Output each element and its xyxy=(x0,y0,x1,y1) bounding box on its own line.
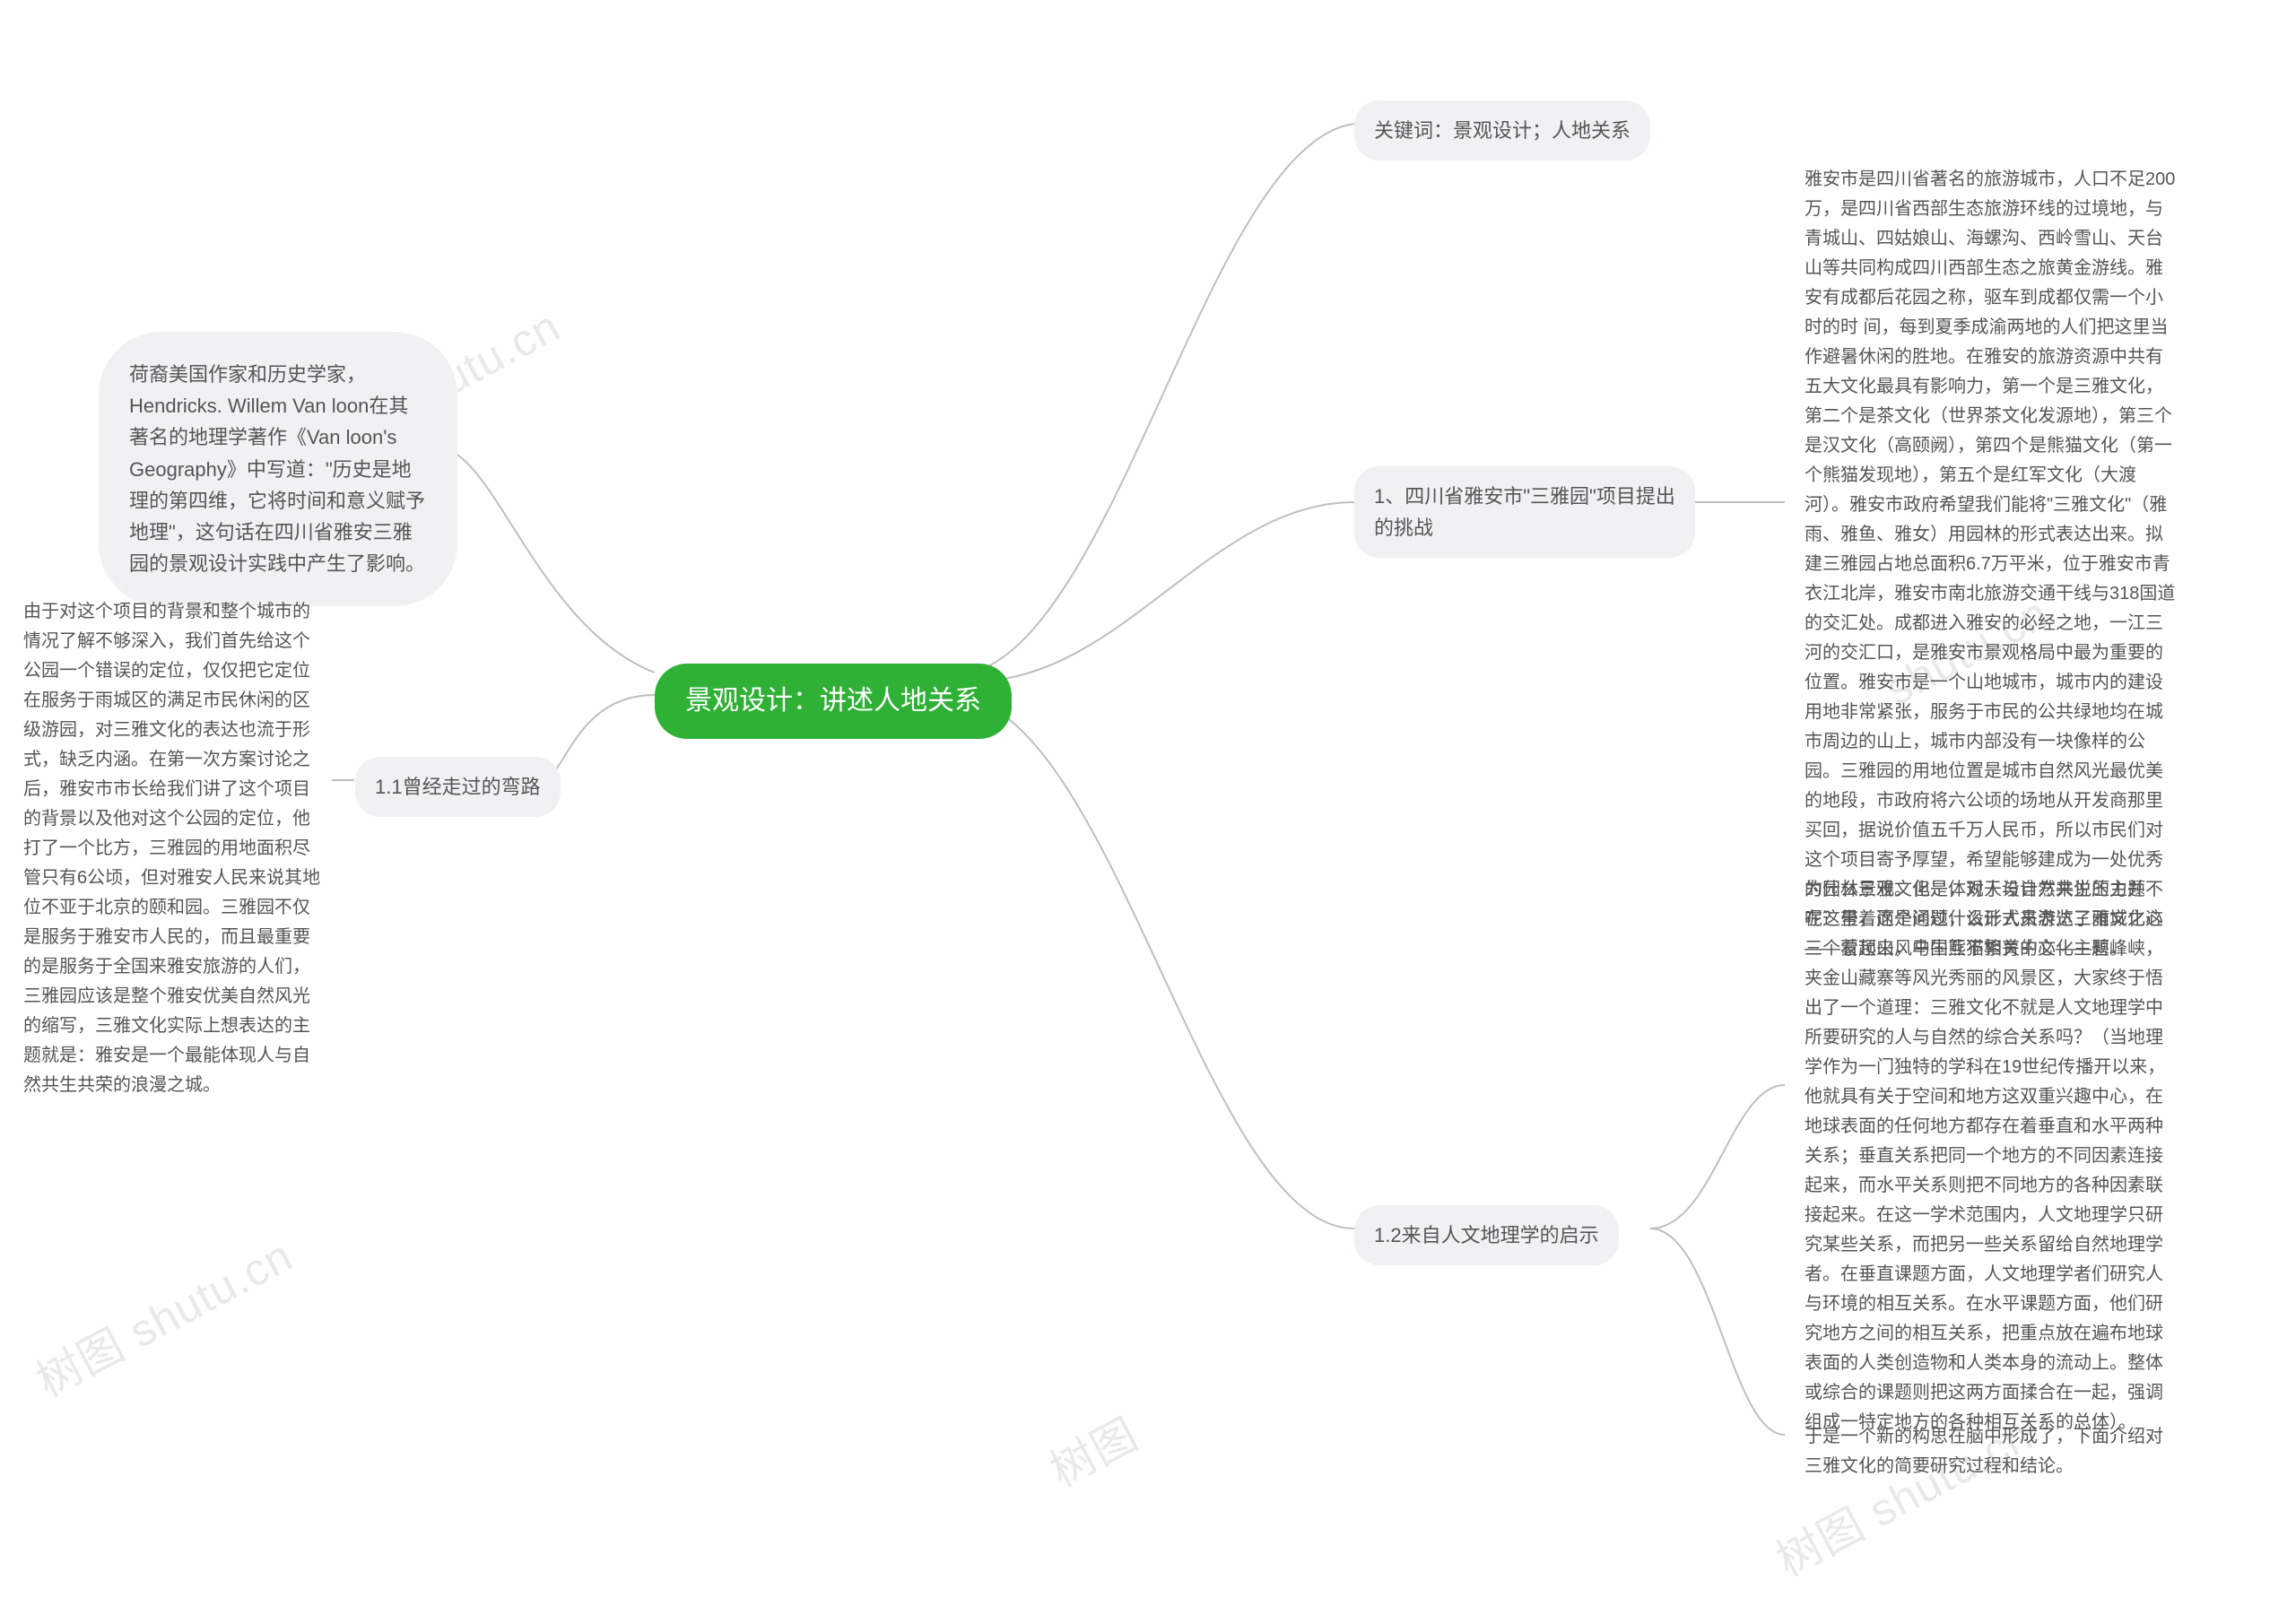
node-geography-text-1: 为什么三雅文化是体现人与自然共生的主题呢？带着这个问题，设计人员游览了雨城之心—… xyxy=(1785,861,2197,1452)
node-keywords[interactable]: 关键词：景观设计；人地关系 xyxy=(1354,100,1650,161)
node-geography[interactable]: 1.2来自人文地理学的启示 xyxy=(1354,1205,1619,1265)
node-detour[interactable]: 1.1曾经走过的弯路 xyxy=(355,757,561,817)
center-node[interactable]: 景观设计：讲述人地关系 xyxy=(655,664,1012,739)
watermark: 树图 shutu.cn xyxy=(23,1220,302,1410)
node-challenge-text: 雅安市是四川省著名的旅游城市，人口不足200万，是四川省西部生态旅游环线的过境地… xyxy=(1785,151,2197,978)
node-challenge[interactable]: 1、四川省雅安市"三雅园"项目提出的挑战 xyxy=(1354,466,1695,558)
node-detour-text: 由于对这个项目的背景和整个城市的情况了解不够深入，我们首先给这个公园一个错误的定… xyxy=(4,583,344,1115)
node-intro[interactable]: 荷裔美国作家和历史学家，Hendricks. Willem Van loon在其… xyxy=(99,332,457,606)
node-geography-text-2: 于是一个新的构思在脑中形成了，下面介绍对三雅文化的简要研究过程和结论。 xyxy=(1785,1408,2197,1496)
watermark: 树图 xyxy=(1037,1400,1148,1499)
